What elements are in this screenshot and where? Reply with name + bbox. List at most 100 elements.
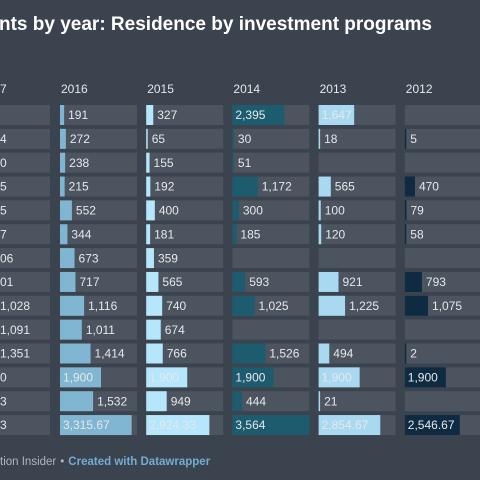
bar: [146, 224, 151, 245]
bar: [318, 105, 355, 125]
value-label: 300: [243, 204, 263, 218]
bar: [232, 271, 246, 292]
cell-label: 1,028: [0, 299, 30, 313]
bar: [318, 271, 339, 292]
value-label: 155: [154, 156, 174, 170]
cell-background: [146, 295, 224, 316]
value-label: 494: [333, 347, 353, 361]
bar: [60, 319, 82, 340]
value-label: 21: [324, 394, 338, 408]
cell-background: [0, 391, 50, 412]
value-label: 1,900: [63, 371, 93, 385]
bar: [404, 295, 429, 316]
cell-background: [318, 391, 396, 412]
bar: [404, 343, 407, 364]
cell-background: [232, 391, 310, 412]
bar: [404, 176, 415, 197]
bar: [232, 343, 266, 364]
value-label: 949: [171, 394, 191, 408]
value-label: 1,025: [259, 299, 289, 313]
cell-background: [146, 343, 224, 364]
cell-label: 7: [0, 227, 7, 241]
cell-background: [146, 224, 224, 245]
bar: [318, 367, 360, 388]
value-label: 1,900: [149, 371, 179, 385]
value-label: 1,116: [88, 299, 117, 313]
value-label: 185: [240, 227, 260, 241]
bar: [146, 200, 155, 221]
bar: [404, 224, 407, 245]
cell-label: 5: [0, 204, 7, 218]
value-label: 272: [70, 132, 90, 146]
value-label: 740: [166, 299, 186, 313]
bar: [146, 105, 154, 125]
cell-background: [0, 319, 50, 340]
bar: [404, 128, 407, 149]
cell-background: [0, 367, 50, 388]
value-label: 1,414: [95, 347, 125, 361]
cell-background: [146, 152, 224, 173]
cell-background: [404, 248, 480, 269]
cell-background: [232, 248, 310, 269]
value-label: 65: [152, 132, 166, 146]
value-label: 2,395: [235, 108, 265, 122]
cell-background: [232, 224, 310, 245]
bar: [60, 271, 76, 292]
value-label: 444: [246, 394, 266, 408]
cell-label: 5: [0, 180, 7, 194]
bar: [318, 343, 330, 364]
bar: [60, 391, 94, 412]
bar: [232, 152, 234, 173]
cell-background: [60, 224, 137, 245]
value-label: 766: [167, 347, 187, 361]
bar: [146, 415, 210, 436]
cell-background: [318, 248, 396, 269]
bar: [146, 176, 151, 197]
cell-background: [146, 176, 224, 197]
bar: [318, 176, 331, 197]
value-label: 79: [411, 204, 425, 218]
value-label: 181: [154, 227, 174, 241]
bar: [232, 295, 255, 316]
cell-background: [232, 271, 310, 292]
value-label: 2,854.67: [322, 418, 369, 432]
value-label: 58: [410, 227, 424, 241]
cell-background: [0, 343, 50, 364]
bar: [146, 152, 150, 173]
cell-background: [318, 176, 396, 197]
cell-background: [60, 200, 137, 221]
cell-background: [146, 105, 224, 125]
value-label: 565: [162, 275, 182, 289]
bar: [60, 367, 102, 388]
column-header: 2014: [233, 82, 260, 96]
value-label: 1,900: [408, 371, 438, 385]
cell-background: [0, 176, 50, 197]
cell-background: [404, 343, 480, 364]
cell-background: [0, 271, 50, 292]
cell-background: [318, 152, 396, 173]
bar: [318, 224, 322, 245]
bar: [232, 105, 285, 125]
bar: [404, 415, 460, 436]
cell-label: 0: [0, 156, 7, 170]
bar: [404, 200, 407, 221]
value-label: 3,564: [235, 418, 265, 432]
value-label: 470: [419, 180, 439, 194]
cell-background: [0, 248, 50, 269]
cell-label: 06: [0, 251, 14, 265]
credit-link[interactable]: Created with Datawrapper: [68, 456, 210, 468]
value-label: 100: [325, 204, 345, 218]
bar: [146, 295, 163, 316]
value-label: 192: [154, 180, 174, 194]
cell-background: [404, 391, 480, 412]
cell-background: [232, 200, 310, 221]
bar: [146, 271, 159, 292]
source: tion Insider: [0, 456, 56, 468]
value-label: 238: [69, 156, 89, 170]
value-label: 1,075: [432, 299, 462, 313]
cell-background: [404, 224, 480, 245]
value-label: 921: [342, 275, 362, 289]
cell-background: [318, 319, 396, 340]
cell-background: [0, 105, 50, 125]
